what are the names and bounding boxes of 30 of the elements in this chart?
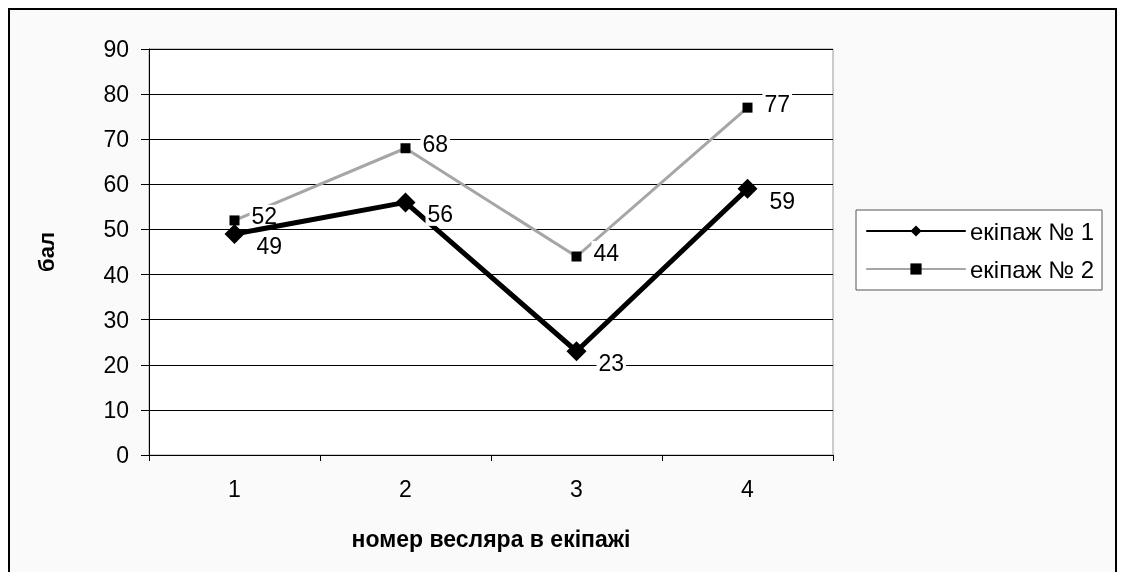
x-axis-title: номер весляра в екіпажі: [351, 525, 631, 552]
data-label: 52: [251, 203, 278, 230]
data-label: 56: [427, 201, 454, 228]
data-label: 23: [598, 350, 625, 377]
data-label: 77: [764, 90, 791, 117]
legend-label: екіпаж № 2: [970, 255, 1095, 283]
y-tick-label: 20: [103, 351, 129, 378]
data-label: 68: [422, 131, 449, 158]
y-tick-label: 50: [103, 216, 129, 243]
point: [566, 341, 587, 362]
legend-label: екіпаж № 1: [970, 217, 1095, 245]
y-tick-label: 30: [103, 306, 129, 333]
y-axis-title: бал: [33, 232, 59, 272]
data-label: 59: [769, 187, 796, 214]
y-tick-label: 40: [103, 261, 129, 288]
point: [224, 223, 245, 244]
point: [737, 178, 758, 199]
y-tick-label: 10: [103, 396, 129, 423]
data-label: 44: [593, 239, 620, 266]
y-tick-label: 80: [103, 81, 129, 108]
x-tick-label: 2: [399, 475, 412, 502]
x-tick-label: 1: [228, 475, 241, 502]
x-tick-label: 4: [741, 475, 755, 502]
y-tick-label: 60: [103, 171, 129, 198]
point: [395, 192, 416, 213]
y-tick-label: 70: [103, 126, 129, 153]
y-tick-label: 0: [116, 442, 129, 468]
y-tick-label: 90: [103, 36, 129, 62]
data-label: 49: [256, 232, 283, 259]
x-tick-label: 3: [570, 475, 583, 502]
